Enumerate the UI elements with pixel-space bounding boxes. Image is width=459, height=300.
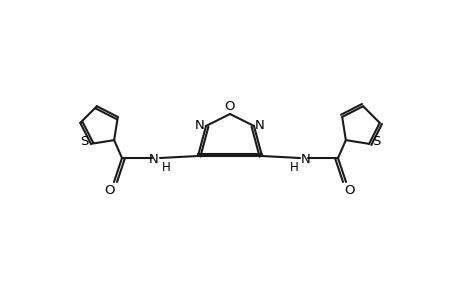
Text: O: O	[344, 184, 354, 196]
Text: H: H	[161, 160, 170, 173]
Text: N: N	[300, 152, 310, 166]
Text: N: N	[255, 118, 264, 131]
Text: N: N	[195, 118, 204, 131]
Text: O: O	[105, 184, 115, 196]
Text: N: N	[149, 152, 159, 166]
Text: S: S	[79, 135, 88, 148]
Text: O: O	[224, 100, 235, 112]
Text: H: H	[289, 160, 298, 173]
Text: S: S	[371, 135, 380, 148]
